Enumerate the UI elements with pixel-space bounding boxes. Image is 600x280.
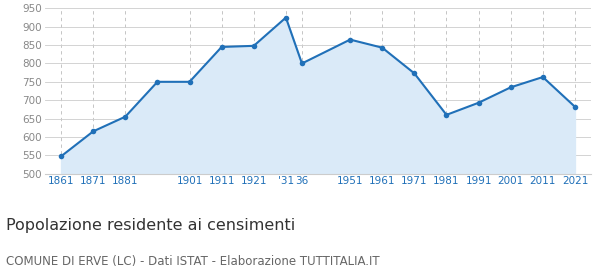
Point	[377, 45, 387, 50]
Point	[249, 44, 259, 48]
Point	[185, 80, 194, 84]
Point	[570, 104, 580, 109]
Point	[506, 85, 515, 90]
Point	[410, 71, 419, 76]
Point	[217, 45, 226, 49]
Text: Popolazione residente ai censimenti: Popolazione residente ai censimenti	[6, 218, 295, 234]
Point	[88, 129, 98, 134]
Text: COMUNE DI ERVE (LC) - Dati ISTAT - Elaborazione TUTTITALIA.IT: COMUNE DI ERVE (LC) - Dati ISTAT - Elabo…	[6, 255, 380, 268]
Point	[346, 37, 355, 42]
Point	[297, 61, 307, 66]
Point	[474, 101, 484, 105]
Point	[442, 113, 451, 117]
Point	[56, 154, 66, 158]
Point	[152, 80, 162, 84]
Point	[121, 115, 130, 119]
Point	[538, 75, 548, 79]
Point	[281, 15, 290, 20]
